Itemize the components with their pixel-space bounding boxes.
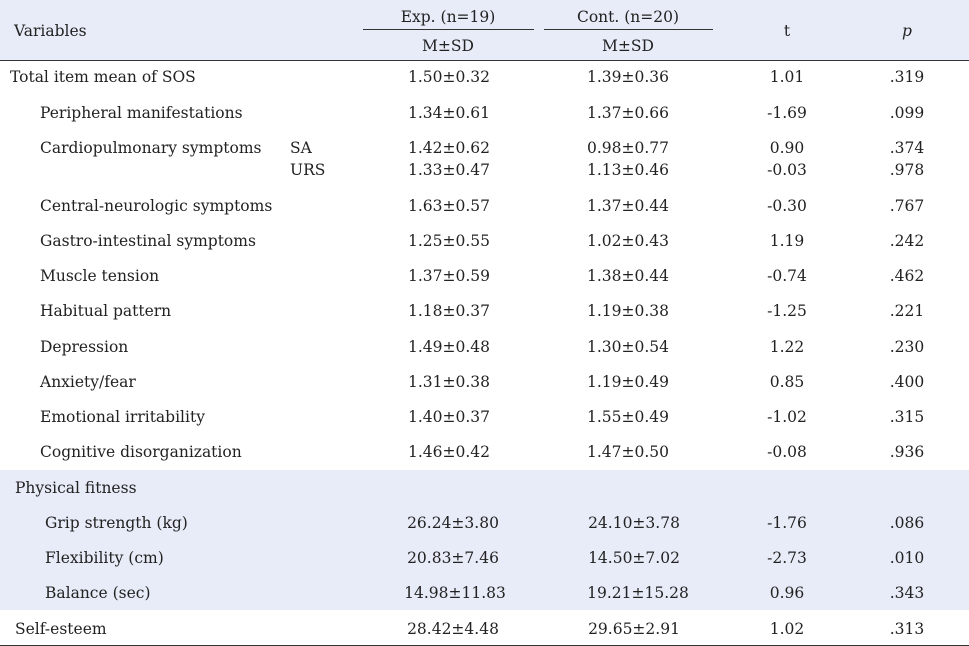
row-cont: 0.98±0.77 <box>586 139 670 157</box>
row-p: .343 <box>889 584 925 602</box>
row-exp: 1.42±0.62 <box>407 139 491 157</box>
row-cont: 1.13±0.46 <box>586 161 670 179</box>
row-cont: 24.10±3.78 <box>588 514 680 532</box>
row-label: Emotional irritability <box>40 408 205 426</box>
row-p: .315 <box>889 408 925 426</box>
row-p: .099 <box>889 104 925 122</box>
row-cont: 1.39±0.36 <box>586 68 670 86</box>
header-bottom-rule <box>0 60 969 61</box>
row-cont: 1.55±0.49 <box>586 408 670 426</box>
row-t: 0.85 <box>769 373 805 391</box>
row-exp: 1.34±0.61 <box>407 104 491 122</box>
header-p: p <box>902 22 912 40</box>
row-t: 1.19 <box>769 232 805 250</box>
row-label: Self-esteem <box>15 620 107 638</box>
row-cont: 1.47±0.50 <box>586 443 670 461</box>
header-t: t <box>783 22 791 40</box>
header-exp: Exp. (n=19) <box>400 8 496 26</box>
row-cont: 1.38±0.44 <box>586 267 670 285</box>
row-exp: 14.98±11.83 <box>404 584 506 602</box>
row-p: .010 <box>889 549 925 567</box>
header-msd-cont: M±SD <box>602 37 654 55</box>
row-p: .086 <box>889 514 925 532</box>
row-exp: 1.25±0.55 <box>407 232 491 250</box>
row-p: .400 <box>889 373 925 391</box>
row-exp: 1.49±0.48 <box>407 338 491 356</box>
row-cont: 19.21±15.28 <box>587 584 689 602</box>
row-t: -0.30 <box>767 197 807 215</box>
row-exp: 28.42±4.48 <box>407 620 499 638</box>
row-p: .319 <box>889 68 925 86</box>
row-t: -1.69 <box>767 104 807 122</box>
row-t: -1.25 <box>767 302 807 320</box>
row-label: Total item mean of SOS <box>10 68 196 86</box>
row-t: 1.01 <box>769 68 805 86</box>
row-exp: 1.18±0.37 <box>407 302 491 320</box>
row-p: .374 <box>889 139 925 157</box>
row-exp: 1.63±0.57 <box>407 197 491 215</box>
row-label: Muscle tension <box>40 267 160 285</box>
row-p: .313 <box>889 620 925 638</box>
header-cont: Cont. (n=20) <box>576 8 680 26</box>
row-label: Cognitive disorganization <box>40 443 242 461</box>
row-exp: 1.46±0.42 <box>407 443 491 461</box>
row-p: .221 <box>889 302 925 320</box>
row-t: 1.02 <box>769 620 805 638</box>
row-cont: 1.37±0.66 <box>586 104 670 122</box>
row-label: Peripheral manifestations <box>40 104 243 122</box>
row-label: Habitual pattern <box>40 302 172 320</box>
physical-fitness-band <box>0 470 969 610</box>
row-exp: 1.37±0.59 <box>407 267 491 285</box>
row-p: .230 <box>889 338 925 356</box>
row-t: -0.08 <box>767 443 807 461</box>
row-sub-label: SA <box>290 139 312 157</box>
row-t: -0.03 <box>767 161 807 179</box>
row-exp: 1.31±0.38 <box>407 373 491 391</box>
row-t: 0.96 <box>769 584 805 602</box>
row-exp: 26.24±3.80 <box>407 514 499 532</box>
row-p: .767 <box>889 197 925 215</box>
header-rule-exp <box>363 29 534 30</box>
row-label: Grip strength (kg) <box>45 514 188 532</box>
row-p: .242 <box>889 232 925 250</box>
header-band <box>0 0 969 60</box>
row-label: Anxiety/fear <box>40 373 136 391</box>
row-label: Gastro-intestinal symptoms <box>40 232 256 250</box>
row-t: 0.90 <box>769 139 805 157</box>
row-label: Flexibility (cm) <box>45 549 164 567</box>
row-cont: 1.19±0.49 <box>586 373 670 391</box>
header-variables: Variables <box>14 22 87 40</box>
row-p: .978 <box>889 161 925 179</box>
row-cont: 1.19±0.38 <box>586 302 670 320</box>
row-cont: 14.50±7.02 <box>588 549 680 567</box>
row-cont: 1.30±0.54 <box>586 338 670 356</box>
row-label: Depression <box>40 338 129 356</box>
header-msd-exp: M±SD <box>422 37 474 55</box>
row-t: -1.02 <box>767 408 807 426</box>
row-t: -0.74 <box>767 267 807 285</box>
row-label: Central-neurologic symptoms <box>40 197 273 215</box>
row-cont: 1.02±0.43 <box>586 232 670 250</box>
row-cont: 29.65±2.91 <box>588 620 680 638</box>
section-label: Physical fitness <box>15 479 137 497</box>
row-p: .936 <box>889 443 925 461</box>
row-p: .462 <box>889 267 925 285</box>
row-exp: 1.33±0.47 <box>407 161 491 179</box>
row-t: 1.22 <box>769 338 805 356</box>
row-label: Balance (sec) <box>45 584 151 602</box>
row-t: -2.73 <box>767 549 807 567</box>
row-cont: 1.37±0.44 <box>586 197 670 215</box>
row-sub-label: URS <box>290 161 326 179</box>
row-label: Cardiopulmonary symptoms <box>40 139 262 157</box>
row-exp: 1.50±0.32 <box>407 68 491 86</box>
row-t: -1.76 <box>767 514 807 532</box>
row-exp: 20.83±7.46 <box>407 549 499 567</box>
row-exp: 1.40±0.37 <box>407 408 491 426</box>
header-rule-cont <box>544 29 713 30</box>
